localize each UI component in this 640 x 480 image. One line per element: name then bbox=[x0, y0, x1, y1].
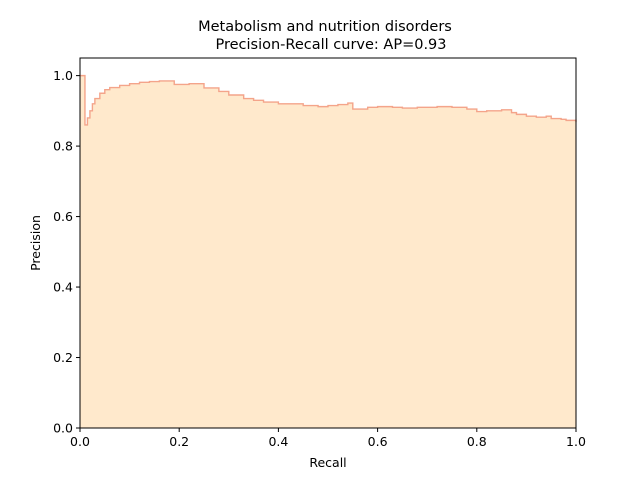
x-tick-label: 0.6 bbox=[368, 434, 388, 449]
x-tick-label: 0.0 bbox=[70, 434, 90, 449]
axes-frame bbox=[79, 57, 577, 429]
y-tick-label: 0.4 bbox=[53, 280, 73, 295]
x-tick-label: 0.8 bbox=[467, 434, 487, 449]
plot-area bbox=[80, 74, 577, 428]
chart-title: Metabolism and nutrition disorders bbox=[198, 19, 452, 35]
y-tick-label: 0.2 bbox=[53, 350, 73, 365]
y-axis-label: Precision bbox=[28, 215, 43, 271]
y-tick-label: 0.6 bbox=[53, 209, 73, 224]
chart-subtitle: Precision-Recall curve: AP=0.93 bbox=[215, 37, 446, 53]
y-tick-label: 1.0 bbox=[53, 68, 73, 83]
x-tick-label: 0.4 bbox=[268, 434, 288, 449]
x-axis-label: Recall bbox=[309, 455, 346, 470]
x-tick-label: 1.0 bbox=[566, 434, 586, 449]
x-axis-ticks: 0.0 0.2 0.4 0.6 0.8 1.0 bbox=[70, 428, 586, 449]
x-tick-label: 0.2 bbox=[169, 434, 189, 449]
y-tick-label: 0.8 bbox=[53, 139, 73, 154]
pr-step-line bbox=[80, 74, 577, 126]
y-axis-ticks: 0.0 0.2 0.4 0.6 0.8 1.0 bbox=[53, 68, 80, 436]
y-tick-label: 0.0 bbox=[53, 421, 73, 436]
pr-area-fill bbox=[80, 75, 576, 428]
